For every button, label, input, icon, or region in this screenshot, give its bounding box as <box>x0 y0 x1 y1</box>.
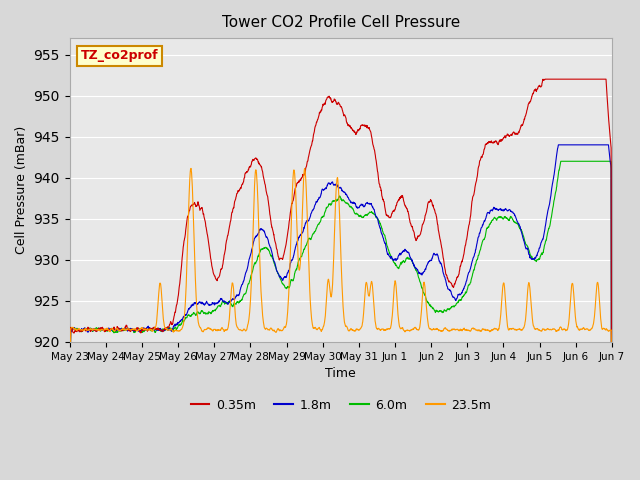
Legend: 0.35m, 1.8m, 6.0m, 23.5m: 0.35m, 1.8m, 6.0m, 23.5m <box>186 394 496 417</box>
Text: TZ_co2prof: TZ_co2prof <box>81 49 158 62</box>
Y-axis label: Cell Pressure (mBar): Cell Pressure (mBar) <box>15 126 28 254</box>
Title: Tower CO2 Profile Cell Pressure: Tower CO2 Profile Cell Pressure <box>221 15 460 30</box>
X-axis label: Time: Time <box>325 367 356 380</box>
